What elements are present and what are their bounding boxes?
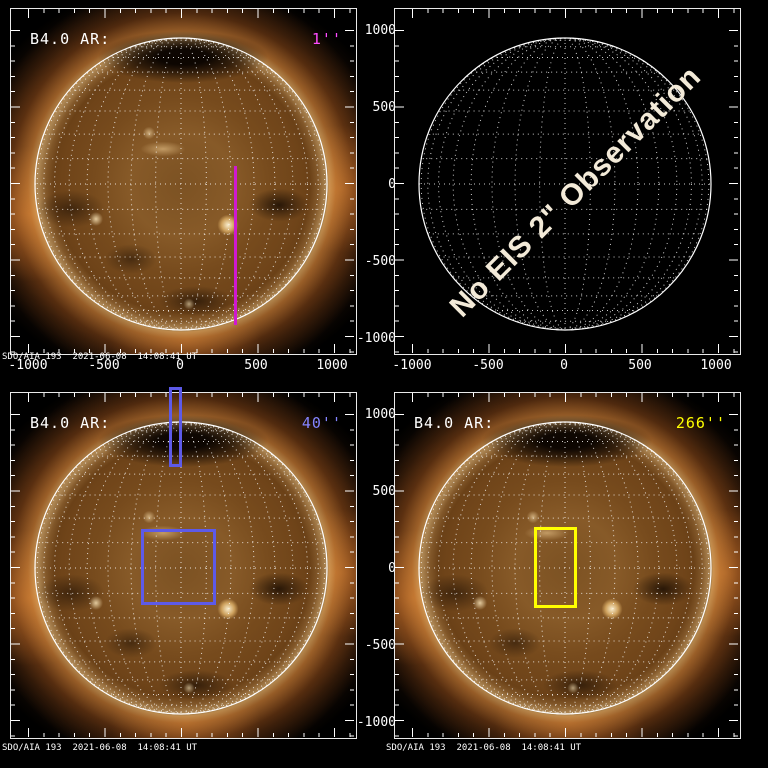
y-tick-label: -500	[364, 254, 396, 269]
eis-1arcsec-slit-overlay	[234, 166, 237, 325]
x-tick-label: 0	[560, 358, 568, 373]
y-tick-label: 0	[388, 177, 396, 192]
y-tick-label: 1000	[364, 407, 396, 422]
x-tick-label: -1000	[392, 358, 432, 373]
sun-image-aia193	[11, 9, 356, 354]
x-tick-label: 500	[244, 358, 268, 373]
x-tick-label: -500	[472, 358, 504, 373]
plot-frame	[10, 8, 357, 355]
fov-width-label: 40''	[301, 414, 342, 432]
image-caption: SDO/AIA 193 2021-06-08 14:08:41 UT	[2, 352, 198, 362]
panel-eis-266arcsec: B4.0 AR: 266'' SDO/AIA 193 2021-06-08 14…	[357, 384, 768, 768]
eis-266arcsec-slot-fov-overlay	[534, 527, 577, 608]
eis-40arcsec-disk-fov-overlay	[141, 529, 216, 605]
eis-40arcsec-offlimb-fov-overlay	[169, 387, 182, 467]
panel-eis-1arcsec: B4.0 AR: 1'' SDO/AIA 193 2021-06-08 14:0…	[0, 0, 384, 384]
y-tick-label: 1000	[364, 23, 396, 38]
fov-width-label: 1''	[311, 30, 342, 48]
image-caption: SDO/AIA 193 2021-06-08 14:08:41 UT	[2, 743, 198, 753]
panel-eis-40arcsec: B4.0 AR: 40'' SDO/AIA 193 2021-06-08 14:…	[0, 384, 384, 768]
x-tick-label: -1000	[8, 358, 48, 373]
y-tick-label: 500	[372, 100, 396, 115]
x-tick-label: -500	[88, 358, 120, 373]
y-tick-label: -1000	[356, 715, 396, 730]
x-tick-label: 500	[628, 358, 652, 373]
y-tick-label: 0	[388, 561, 396, 576]
x-tick-label: 0	[176, 358, 184, 373]
x-tick-label: 1000	[700, 358, 732, 373]
flare-ar-label: B4.0 AR:	[30, 30, 111, 48]
fov-width-label: 266''	[675, 414, 726, 432]
y-tick-label: -500	[364, 638, 396, 653]
flare-ar-label: B4.0 AR:	[30, 414, 111, 432]
flare-ar-label: B4.0 AR:	[414, 414, 495, 432]
x-tick-label: 1000	[316, 358, 348, 373]
y-tick-label: 500	[372, 484, 396, 499]
panel-eis-2arcsec-empty: No EIS 2" Observation -1000 -500 0 500 1…	[357, 0, 768, 384]
image-caption: SDO/AIA 193 2021-06-08 14:08:41 UT	[386, 743, 582, 753]
y-tick-label: -1000	[356, 331, 396, 346]
